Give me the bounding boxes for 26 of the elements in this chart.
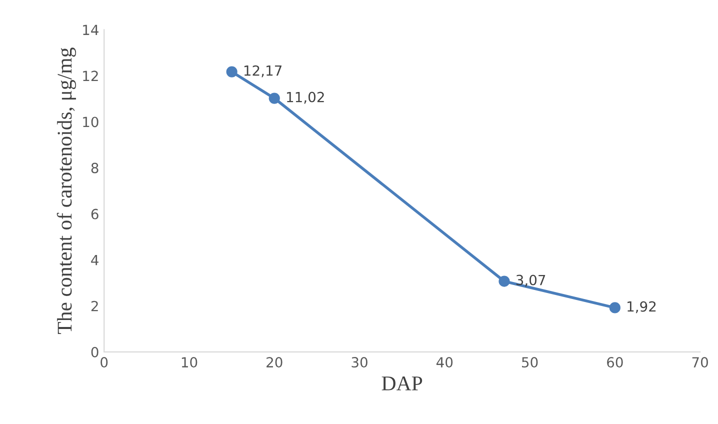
x-tick-label: 40 xyxy=(436,357,453,368)
y-tick-label: 0 xyxy=(91,346,98,358)
x-tick-label: 30 xyxy=(352,357,368,368)
x-tick-label: 50 xyxy=(522,357,538,368)
x-tick-label: 60 xyxy=(607,357,623,368)
x-tick-label: 20 xyxy=(266,357,282,368)
y-tick-label: 14 xyxy=(83,24,98,35)
point xyxy=(498,276,510,287)
x-axis-title: DAP xyxy=(382,376,422,390)
y-tick-label: 2 xyxy=(91,300,98,312)
data-label: 3,07 xyxy=(516,274,546,287)
data-label: 11,02 xyxy=(287,92,324,104)
x-tick-label: 70 xyxy=(692,357,708,368)
data-label: 12,17 xyxy=(244,65,282,78)
point xyxy=(226,66,238,78)
y-axis-title: The content of carotenoids, μg/mg xyxy=(56,48,76,334)
point xyxy=(609,302,620,314)
x-tick-label: 10 xyxy=(182,357,198,368)
data-label: 1,92 xyxy=(628,301,656,314)
point xyxy=(268,92,280,104)
y-tick-label: 10 xyxy=(83,116,98,128)
y-tick-label: 4 xyxy=(91,255,98,266)
y-tick-label: 6 xyxy=(91,208,98,220)
y-tick-label: 8 xyxy=(91,162,98,174)
x-tick-label: 0 xyxy=(100,357,108,368)
y-tick-label: 12 xyxy=(83,70,98,81)
